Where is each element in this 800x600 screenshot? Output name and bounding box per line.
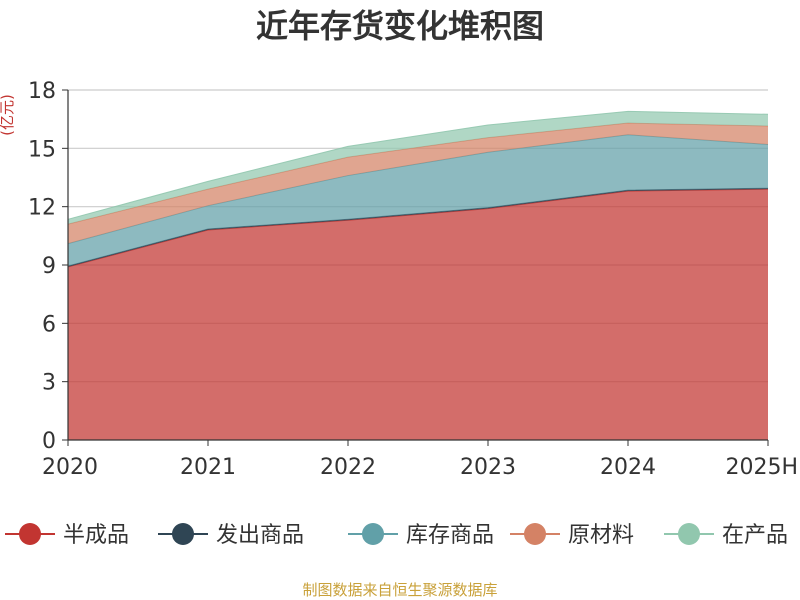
y-tick-label: 15	[28, 137, 56, 162]
y-tick-label: 12	[28, 196, 56, 221]
x-tick-label: 2024	[600, 455, 656, 480]
x-tick-label: 2020	[42, 455, 98, 480]
x-tick-label: 2025H	[725, 455, 798, 480]
legend: 半成品 发出商品 库存商品 原材料 在产品	[5, 523, 788, 548]
y-axis-unit-label: (亿元)	[0, 94, 16, 136]
legend-marker	[19, 523, 41, 545]
y-tick-label: 18	[28, 79, 56, 104]
area-series-3	[68, 123, 768, 244]
legend-marker	[524, 523, 546, 545]
x-tick-label: 2021	[180, 455, 236, 480]
area-series-4	[68, 111, 768, 225]
legend-label: 原材料	[568, 523, 634, 548]
legend-item-0: 半成品	[5, 523, 129, 548]
legend-marker	[678, 523, 700, 545]
y-tick-label: 6	[42, 312, 56, 337]
area-series-layer	[67, 110, 769, 440]
axes: 0 3 6 9 12 15 18 2020 2021 2022 2023 2024 2025H	[28, 79, 798, 480]
x-tick-label: 2022	[320, 455, 376, 480]
legend-label: 在产品	[722, 523, 788, 548]
y-tick-label: 0	[42, 429, 56, 454]
series-line-1	[67, 187, 769, 267]
legend-marker	[362, 523, 384, 545]
legend-marker	[172, 523, 194, 545]
legend-label: 半成品	[63, 523, 129, 548]
legend-item-2: 库存商品	[348, 523, 494, 548]
legend-label: 发出商品	[216, 523, 304, 548]
legend-item-4: 在产品	[664, 523, 788, 548]
legend-label: 库存商品	[406, 523, 494, 548]
area-series-0	[68, 189, 768, 440]
legend-item-1: 发出商品	[158, 523, 304, 548]
y-tick-label: 9	[42, 254, 56, 279]
x-tick-label: 2023	[460, 455, 516, 480]
area-series-2	[68, 134, 768, 266]
source-note: 制图数据来自恒生聚源数据库	[302, 581, 497, 599]
y-tick-label: 3	[42, 371, 56, 396]
legend-item-3: 原材料	[510, 523, 634, 548]
chart-title: 近年存货变化堆积图	[256, 7, 544, 45]
series-line-4	[67, 110, 769, 220]
